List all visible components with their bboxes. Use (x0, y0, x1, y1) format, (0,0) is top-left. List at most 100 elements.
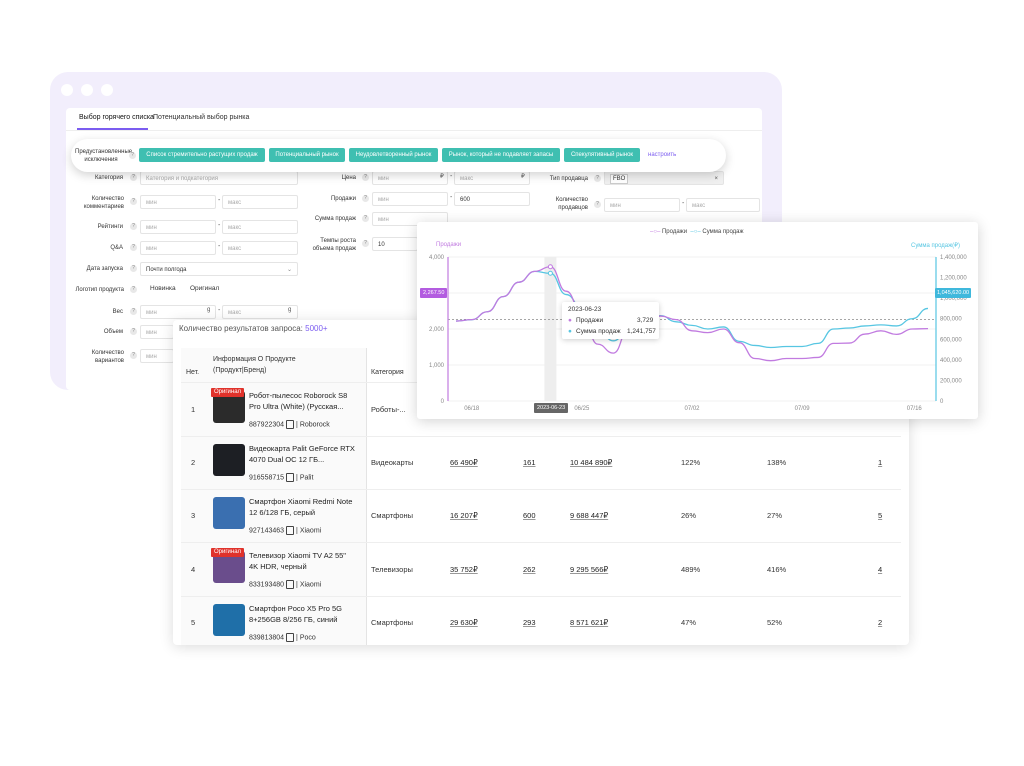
help-icon[interactable]: ? (130, 198, 137, 205)
help-icon[interactable]: ? (594, 175, 601, 182)
weight-min-input[interactable]: мин (140, 305, 216, 319)
product-sales[interactable]: 262 (523, 565, 536, 574)
preset-button-potential-market[interactable]: Потенциальный рынок (269, 148, 345, 162)
volume-min-input[interactable]: мин (140, 325, 174, 339)
currency-label: ₽ (521, 174, 525, 180)
product-brand[interactable]: Palit (299, 474, 314, 482)
product-sku[interactable]: 887922304 (249, 421, 285, 429)
help-icon[interactable]: ? (362, 240, 369, 247)
product-name[interactable]: Смартфон Poco X5 Pro 5G 8+256GB 8/256 ГБ… (249, 604, 342, 624)
product-category: Роботы-... (371, 405, 406, 414)
help-icon[interactable]: ? (130, 265, 137, 272)
price-max-input[interactable]: макс (454, 171, 530, 185)
product-sku[interactable]: 839813804 (249, 634, 285, 642)
product-image[interactable] (213, 444, 245, 476)
preset-button-unmet-market[interactable]: Неудовлетворенный рынок (349, 148, 438, 162)
qa-max-input[interactable]: макс (222, 241, 298, 255)
help-icon[interactable]: ? (130, 286, 137, 293)
launch-date-select[interactable]: Почти полгода ⌄ (140, 262, 298, 276)
logo-option-new[interactable]: Новинка (150, 285, 176, 292)
product-sales-sum[interactable]: 9 688 447₽ (570, 511, 609, 520)
tab-potential-market[interactable]: Потенциальный выбор рынка (153, 114, 250, 121)
product-brand[interactable]: Xiaomi (299, 527, 322, 535)
legend-marker-sales: –○– (650, 229, 661, 235)
product-sales-sum[interactable]: 8 571 621₽ (570, 618, 609, 627)
copy-icon[interactable] (286, 580, 295, 589)
product-sales[interactable]: 293 (523, 618, 536, 627)
customize-link[interactable]: настроить (648, 152, 677, 158)
help-icon[interactable]: ? (362, 195, 369, 202)
chart-tooltip (562, 302, 659, 339)
product-price[interactable]: 66 490₽ (450, 458, 478, 467)
product-sku[interactable]: 927143463 (249, 527, 285, 535)
x-tick: 07/16 (907, 406, 923, 412)
preset-button-speculative[interactable]: Спекулятивный рынок (564, 148, 640, 162)
sales-min-input[interactable]: мин (372, 192, 448, 206)
variants-min-input[interactable]: мин (140, 349, 174, 363)
tab-hot-list[interactable]: Выбор горячего списка (79, 114, 154, 121)
product-sales-sum[interactable]: 9 295 566₽ (570, 565, 609, 574)
help-icon[interactable]: ? (130, 308, 137, 315)
product-sellers[interactable]: 5 (878, 511, 883, 520)
help-icon[interactable]: ? (594, 201, 601, 208)
help-icon[interactable]: ? (130, 174, 137, 181)
product-image[interactable] (213, 604, 245, 636)
help-icon[interactable]: ? (362, 174, 369, 181)
copy-icon[interactable] (286, 473, 295, 482)
legend-sales[interactable]: Продажи (661, 229, 688, 235)
product-brand[interactable]: Xiaomi (299, 581, 322, 589)
help-icon[interactable]: ? (130, 223, 137, 230)
product-price[interactable]: 16 207₽ (450, 511, 478, 520)
product-name[interactable]: Телевизор Xiaomi TV A2 55" 4K HDR, черны… (249, 551, 346, 571)
copy-icon[interactable] (286, 633, 295, 642)
product-name[interactable]: Видеокарта Palit GeForce RTX 4070 Dual O… (249, 444, 355, 464)
product-brand[interactable]: Poco (299, 634, 316, 642)
product-sales[interactable]: 161 (523, 458, 536, 467)
product-sales-sum[interactable]: 10 484 890₽ (570, 458, 613, 467)
product-sellers[interactable]: 1 (878, 458, 883, 467)
qa-min-input[interactable]: мин (140, 241, 216, 255)
preset-button-rapid-growth[interactable]: Список стремительно растущих продаж (139, 148, 265, 162)
preset-button-no-stock-pressure[interactable]: Рынок, который не подавляет запасы (442, 148, 560, 162)
help-icon[interactable]: ? (130, 352, 137, 359)
y-tick-left: 1,000 (429, 363, 445, 369)
chart-labels: 01,0002,0003,0004,0000200,000400,000600,… (429, 255, 967, 412)
growth-min-input[interactable]: 10 (372, 237, 418, 251)
product-name[interactable]: Смартфон Xiaomi Redmi Note 12 6/128 ГБ, … (249, 497, 353, 517)
product-price[interactable]: 29 630₽ (450, 618, 478, 627)
seller-type-select[interactable]: FBO × (604, 171, 724, 185)
results-count-label: Количество результатов запроса: (179, 324, 303, 333)
sellers-min-input[interactable]: мин (604, 198, 680, 212)
product-sku[interactable]: 916558715 (249, 474, 285, 482)
product-image[interactable] (213, 497, 245, 529)
rating-max-input[interactable]: макс (222, 220, 298, 234)
help-icon[interactable]: ? (130, 328, 137, 335)
rating-min-input[interactable]: мин (140, 220, 216, 234)
product-sales[interactable]: 600 (523, 511, 536, 520)
product-sku-line: 927143463 | Xiaomi (249, 526, 322, 535)
copy-icon[interactable] (286, 526, 295, 535)
weight-max-input[interactable]: макс (222, 305, 298, 319)
comments-max-input[interactable]: макс (222, 195, 298, 209)
product-brand[interactable]: Roborock (299, 421, 330, 429)
logo-option-original[interactable]: Оригинал (190, 285, 220, 292)
help-icon[interactable]: ? (129, 152, 136, 159)
filter-label-growth: Темпы роста объема продаж (312, 238, 356, 252)
product-sellers[interactable]: 4 (878, 565, 883, 574)
product-name[interactable]: Робот-пылесос Roborock S8 Pro Ultra (Whi… (249, 391, 348, 411)
help-icon[interactable]: ? (362, 215, 369, 222)
sales-max-input[interactable]: 600 (454, 192, 530, 206)
weight-unit: g (207, 307, 211, 313)
product-price[interactable]: 35 752₽ (450, 565, 478, 574)
legend-sum[interactable]: Сумма продаж (702, 229, 744, 235)
sellers-max-input[interactable]: макс (686, 198, 760, 212)
category-select[interactable]: Категория и подкатегория (140, 171, 298, 185)
comments-min-input[interactable]: мин (140, 195, 216, 209)
product-sku[interactable]: 833193480 (249, 581, 285, 589)
product-sellers[interactable]: 2 (878, 618, 883, 627)
copy-icon[interactable] (286, 420, 295, 429)
price-min-input[interactable]: мин (372, 171, 448, 185)
ref-badge-left: 2,267.50 (420, 288, 448, 298)
close-icon[interactable]: × (714, 176, 718, 182)
help-icon[interactable]: ? (130, 244, 137, 251)
